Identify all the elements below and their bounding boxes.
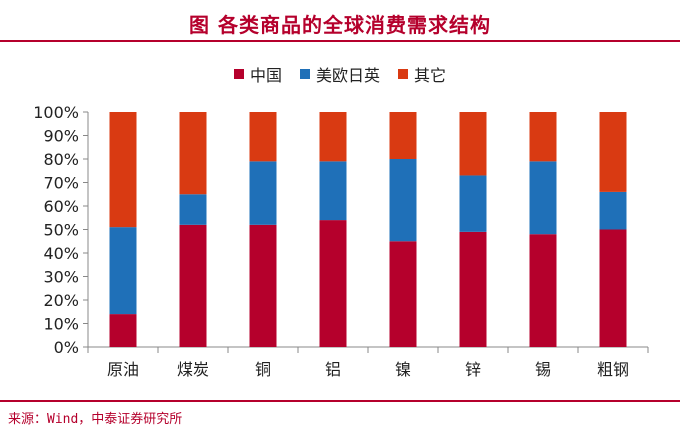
bar-segment <box>109 314 137 347</box>
y-tick-label: 40% <box>43 244 79 263</box>
bar-segment <box>109 227 137 315</box>
legend: 中国 美欧日英 其它 <box>0 62 680 86</box>
bar-segment <box>249 161 277 225</box>
bar-segment <box>319 161 347 221</box>
legend-label-china: 中国 <box>249 66 282 85</box>
stacked-bar-chart: 0% 10% 20% 30% 40% 50% 60% 70% 80% 90% 100% 原油 煤炭 铜 铝 镍… <box>33 103 649 379</box>
y-tick-label: 10% <box>43 315 79 334</box>
y-tick-label: 100% <box>33 103 79 122</box>
bar-segment <box>599 191 627 230</box>
y-tick-label: 70% <box>43 174 79 193</box>
y-tick-label: 80% <box>43 150 79 169</box>
legend-swatch-other <box>398 69 408 79</box>
bar-segment <box>319 112 347 162</box>
legend-item-other: 其它 <box>398 62 446 86</box>
legend-item-us-eu-jp-uk: 美欧日英 <box>299 62 380 86</box>
bar-segment <box>179 194 207 225</box>
legend-swatch-us-eu-jp-uk <box>299 69 310 79</box>
x-tick-label: 原油 <box>107 360 139 379</box>
bar-segment <box>389 159 417 242</box>
chart-title: 图 各类商品的全球消费需求结构 <box>189 13 491 37</box>
x-tick-label: 锌 <box>465 360 481 379</box>
title-bar: 图 各类商品的全球消费需求结构 <box>0 0 680 42</box>
y-tick-label: 30% <box>43 268 79 287</box>
x-tick-label: 镍 <box>395 360 411 379</box>
bar-segment <box>529 161 557 235</box>
bar-segment <box>459 231 487 347</box>
bar-segment <box>319 220 347 347</box>
bar-segment <box>389 112 417 159</box>
legend-label-us-eu-jp-uk: 美欧日英 <box>315 66 380 85</box>
bar-segment <box>249 112 277 162</box>
source-bar: 来源：Wind，中泰证券研究所 <box>0 400 680 430</box>
bar-segment <box>529 234 557 347</box>
y-tick-label: 0% <box>54 338 79 357</box>
y-tick-label: 90% <box>43 127 79 146</box>
x-tick-label: 粗钢 <box>597 360 629 379</box>
x-tick-label: 锡 <box>535 360 551 379</box>
bar-segment <box>389 241 417 347</box>
legend-label-other: 其它 <box>414 66 447 85</box>
bar-segment <box>179 112 207 195</box>
legend-swatch-china <box>233 69 244 79</box>
y-tick-label: 60% <box>43 197 79 216</box>
x-tick-label: 煤炭 <box>177 360 209 379</box>
bar-segment <box>109 112 137 228</box>
y-tick-label: 50% <box>43 221 79 240</box>
y-tick-label: 20% <box>43 291 79 310</box>
x-tick-label: 铜 <box>255 360 271 379</box>
bar-segment <box>599 112 627 192</box>
legend-item-china: 中国 <box>233 62 282 86</box>
source-note: 来源：Wind，中泰证券研究所 <box>8 412 183 427</box>
x-tick-label: 铝 <box>325 360 341 379</box>
bar-segment <box>459 112 487 176</box>
bar-segment <box>179 224 207 347</box>
bar-segment <box>529 112 557 162</box>
bar-segment <box>599 229 627 347</box>
bar-segment <box>459 175 487 232</box>
bar-segment <box>249 224 277 347</box>
